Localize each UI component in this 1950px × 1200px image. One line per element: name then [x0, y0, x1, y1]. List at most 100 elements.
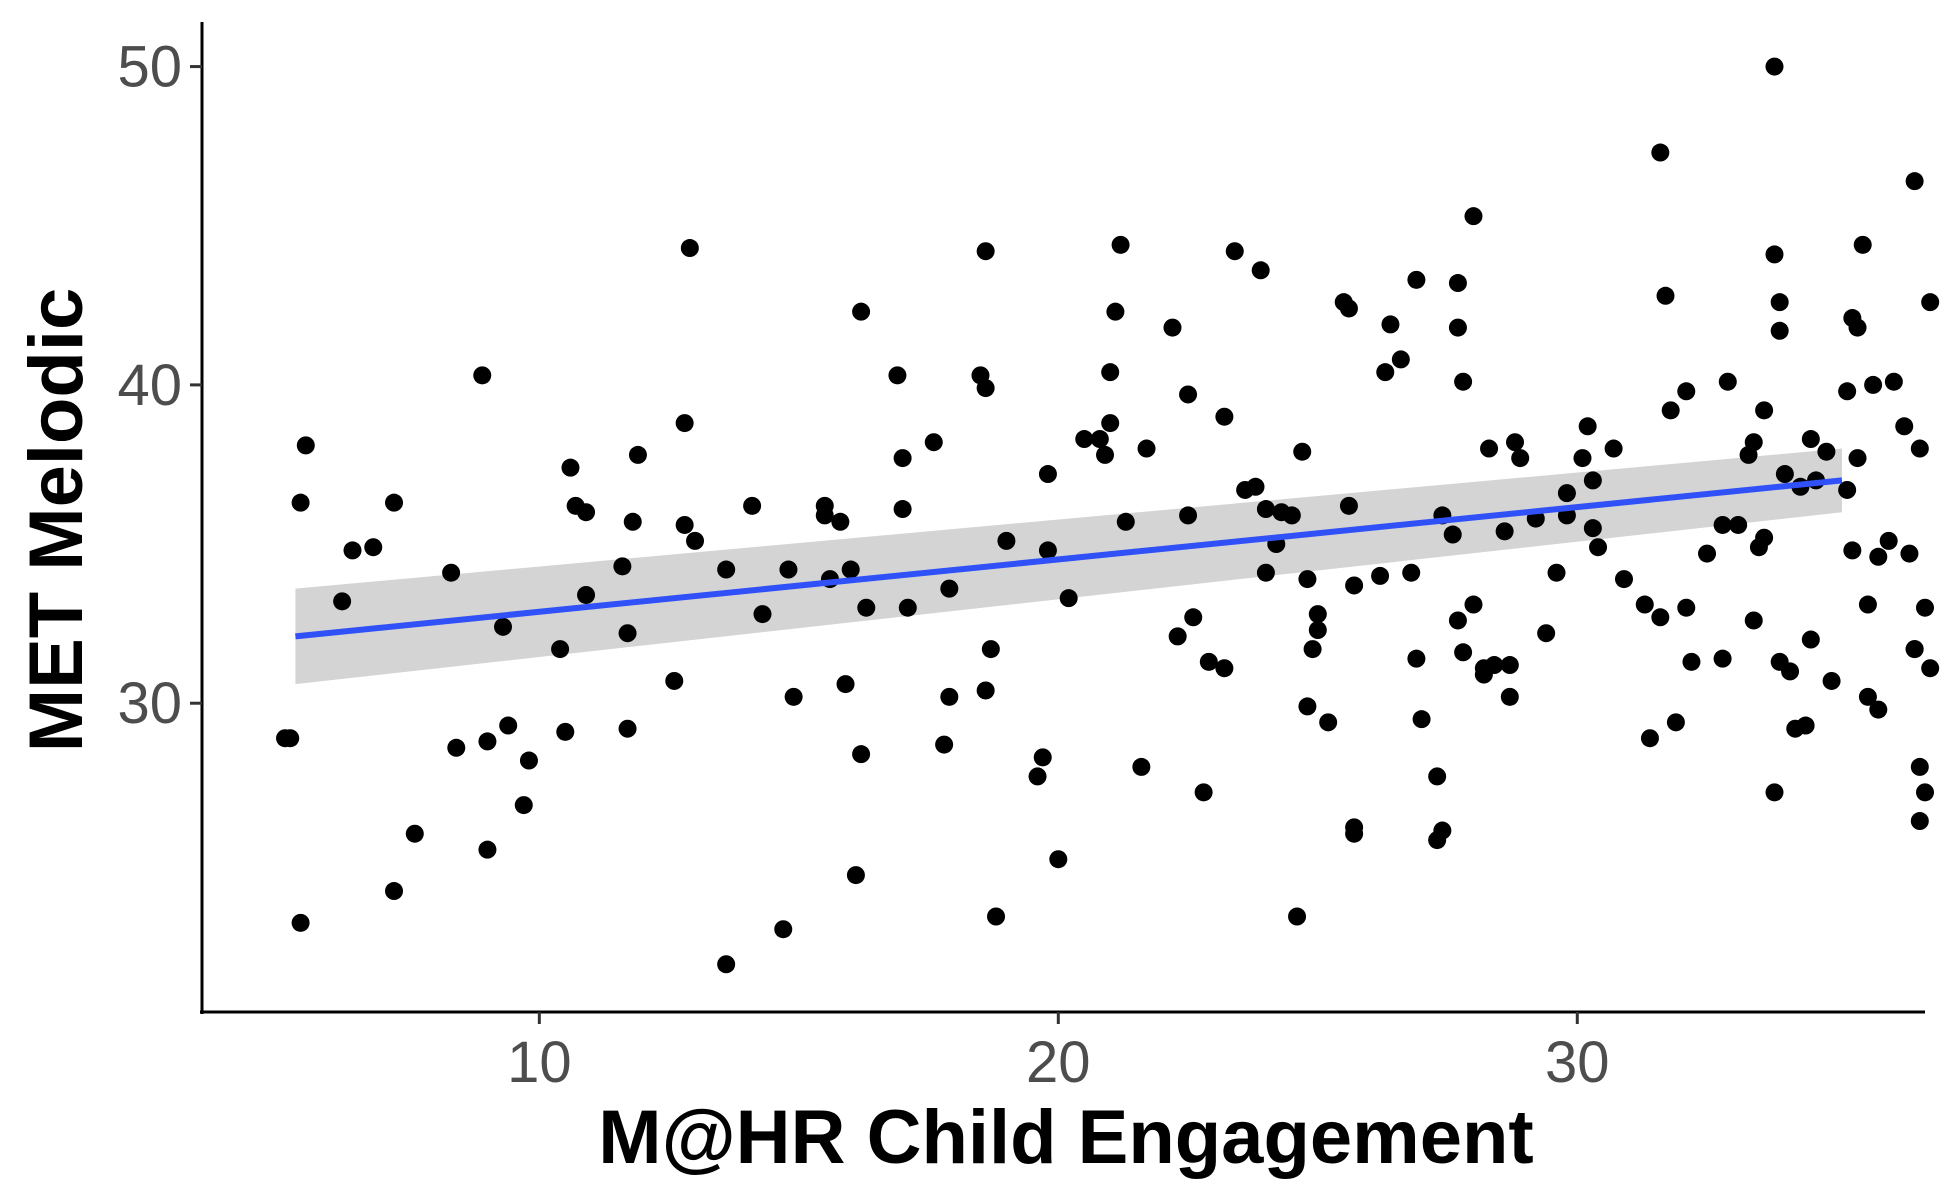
fit-line-layer	[295, 477, 1843, 640]
data-point	[1801, 430, 1820, 449]
data-point	[852, 745, 871, 764]
data-point	[1288, 907, 1307, 926]
data-point	[1583, 519, 1602, 538]
data-point	[743, 496, 762, 515]
data-point	[675, 414, 694, 433]
data-point	[779, 560, 798, 579]
data-point	[618, 624, 637, 643]
data-point	[1781, 662, 1800, 681]
data-point	[836, 675, 855, 694]
data-point	[291, 493, 310, 512]
data-point	[1796, 716, 1815, 735]
data-point	[1651, 143, 1670, 162]
data-point	[1910, 757, 1929, 776]
data-point	[940, 687, 959, 706]
data-point	[784, 687, 803, 706]
data-point	[1371, 566, 1390, 585]
confidence-band	[295, 448, 1842, 685]
data-point	[577, 503, 596, 522]
data-point	[1303, 640, 1322, 659]
data-point	[1407, 649, 1426, 668]
data-point	[1111, 235, 1130, 254]
data-point	[561, 458, 580, 477]
data-point	[442, 563, 461, 582]
data-point	[680, 239, 699, 258]
data-point	[333, 592, 352, 611]
data-point	[841, 560, 860, 579]
data-point	[1905, 640, 1924, 659]
data-point	[1391, 350, 1410, 369]
data-point	[1614, 570, 1633, 589]
data-point	[1755, 528, 1774, 547]
data-point	[1770, 293, 1789, 312]
data-point	[1428, 767, 1447, 786]
x-tick-label: 30	[1545, 1030, 1610, 1095]
data-point	[494, 617, 513, 636]
data-point	[551, 640, 570, 659]
data-point	[405, 824, 424, 843]
data-point	[753, 605, 772, 624]
data-point	[1677, 382, 1696, 401]
data-point	[1028, 767, 1047, 786]
data-point	[1199, 652, 1218, 671]
data-point	[623, 512, 642, 531]
data-point	[1755, 401, 1774, 420]
data-point	[1163, 318, 1182, 337]
data-point	[815, 496, 834, 515]
data-point	[893, 500, 912, 519]
data-point	[1381, 315, 1400, 334]
data-point	[1256, 563, 1275, 582]
data-point	[940, 579, 959, 598]
data-point	[1864, 375, 1883, 394]
data-point	[1656, 286, 1675, 305]
data-point	[1848, 318, 1867, 337]
data-point	[1916, 598, 1934, 617]
y-axis-title: MET Melodic	[14, 288, 99, 752]
data-point	[1168, 627, 1187, 646]
data-point	[1339, 299, 1358, 318]
data-point	[1256, 500, 1275, 519]
data-point	[1838, 382, 1857, 401]
data-point	[1848, 449, 1867, 468]
data-point	[1246, 477, 1265, 496]
points-layer	[276, 57, 1940, 974]
data-point	[976, 681, 995, 700]
data-point	[1132, 757, 1151, 776]
data-point	[473, 366, 492, 385]
data-point	[1101, 363, 1120, 382]
data-point	[1038, 541, 1057, 560]
data-point	[1485, 656, 1504, 675]
data-point	[686, 531, 705, 550]
data-point	[1573, 449, 1592, 468]
data-point	[1106, 302, 1125, 321]
data-point	[1677, 598, 1696, 617]
data-point	[935, 735, 954, 754]
data-point	[577, 585, 596, 604]
confidence-band-layer	[295, 448, 1842, 685]
fit-line	[295, 477, 1843, 640]
data-point	[296, 436, 315, 455]
data-point	[1635, 595, 1654, 614]
data-point	[1910, 812, 1929, 831]
data-point	[385, 493, 404, 512]
data-point	[1838, 480, 1857, 499]
data-point	[1090, 430, 1109, 449]
data-point	[385, 882, 404, 901]
data-point	[981, 640, 1000, 659]
data-point	[1713, 515, 1732, 534]
data-point	[1049, 850, 1068, 869]
data-point	[1096, 445, 1115, 464]
data-point	[1319, 713, 1338, 732]
data-point	[618, 719, 637, 738]
data-point	[1298, 697, 1317, 716]
data-point	[1640, 729, 1659, 748]
data-point	[1033, 748, 1052, 767]
data-point	[774, 920, 793, 939]
data-point	[1869, 547, 1888, 566]
data-point	[1765, 783, 1784, 802]
data-point	[1402, 563, 1421, 582]
data-point	[1765, 57, 1784, 76]
data-point	[478, 732, 497, 751]
data-point	[1282, 506, 1301, 525]
